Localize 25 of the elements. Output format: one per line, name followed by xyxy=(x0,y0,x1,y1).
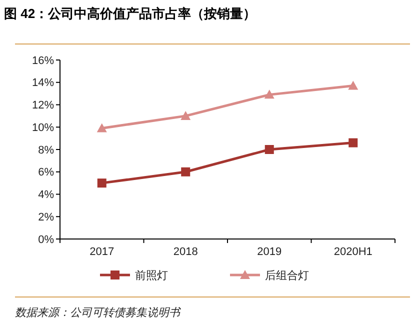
y-tick-label: 4% xyxy=(38,189,54,202)
y-tick-label: 8% xyxy=(38,144,54,156)
point xyxy=(180,110,191,120)
y-tick-label: 16% xyxy=(32,54,54,67)
point xyxy=(264,90,274,99)
point xyxy=(264,145,274,154)
y-tick-label: 2% xyxy=(38,211,54,224)
point xyxy=(348,80,358,90)
point xyxy=(181,167,190,176)
x-tick-label: 2017 xyxy=(90,246,114,258)
y-tick-label: 12% xyxy=(32,100,54,112)
x-tick-label: 2019 xyxy=(257,246,282,258)
y-tick-label: 14% xyxy=(32,77,54,90)
source-note: 数据来源：公司可转债募集说明书 xyxy=(15,306,182,319)
y-tick-label: 6% xyxy=(38,166,54,179)
x-tick-label: 2018 xyxy=(173,246,198,258)
y-tick-label: 10% xyxy=(32,122,54,134)
point xyxy=(97,178,106,188)
y-tick-label: 0% xyxy=(38,234,54,246)
point xyxy=(348,138,358,148)
legend-label: 后组合灯 xyxy=(265,268,309,282)
point xyxy=(96,123,107,132)
legend-label: 前照灯 xyxy=(135,270,168,282)
x-tick-label: 2020H1 xyxy=(334,246,372,258)
chart-title: 图 42：公司中高价值产品市占率（按销量） xyxy=(4,6,256,21)
